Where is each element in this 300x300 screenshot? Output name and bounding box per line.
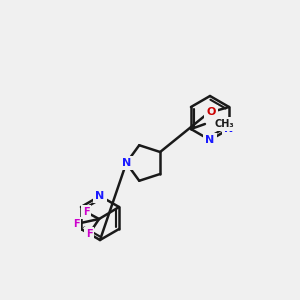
Text: CH₃: CH₃ [215, 119, 235, 129]
Text: F: F [86, 229, 92, 239]
Text: N: N [95, 191, 105, 201]
Text: O: O [206, 107, 216, 117]
Text: F: F [73, 219, 80, 229]
Text: N: N [206, 135, 214, 145]
Text: N: N [224, 124, 234, 134]
Text: F: F [83, 207, 89, 217]
Text: N: N [122, 158, 131, 168]
